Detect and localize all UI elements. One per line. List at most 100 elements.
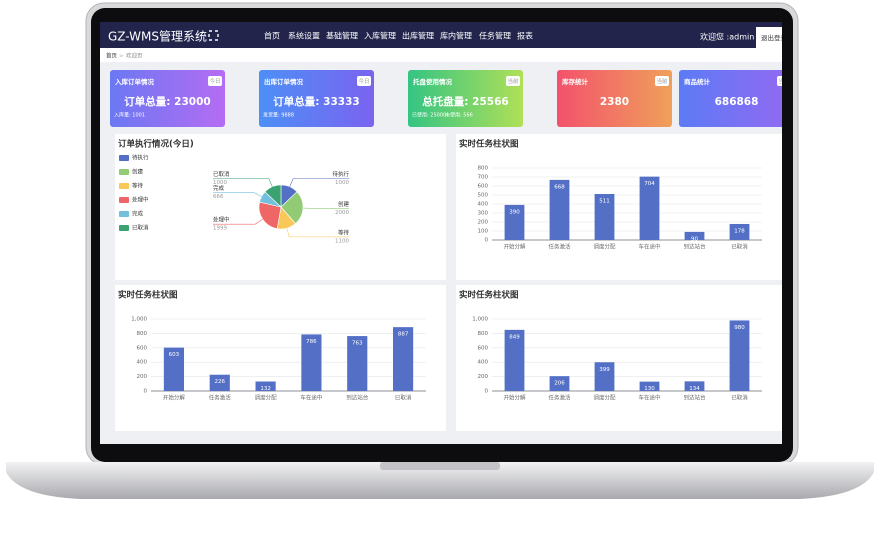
top-bar	[100, 22, 782, 48]
bar	[594, 362, 615, 391]
bar-value-label: 90	[691, 236, 698, 242]
label-line	[289, 178, 349, 187]
bar-value-label: 980	[734, 325, 745, 331]
y-tick-label: 100	[478, 229, 489, 235]
x-tick-label: 已取消	[731, 394, 748, 402]
nav-item[interactable]: 基础管理	[326, 31, 358, 41]
bar-value-label: 390	[509, 209, 520, 215]
nav-item[interactable]: 库内管理	[440, 31, 472, 41]
bar-value-label: 226	[215, 379, 226, 385]
label-line	[213, 178, 273, 187]
bar	[729, 223, 750, 240]
nav-item[interactable]: 入库管理	[364, 31, 396, 41]
laptop-base	[6, 462, 874, 499]
slice-label: 创建	[338, 200, 350, 208]
legend-swatch	[119, 155, 129, 161]
breadcrumb-home[interactable]: 首页	[106, 52, 118, 60]
label-line	[213, 192, 262, 197]
card-badge-label: 当前	[507, 77, 519, 85]
slice-label: 待执行	[332, 170, 349, 178]
bar-value-label: 130	[644, 386, 655, 392]
bar	[684, 381, 705, 391]
card-main: 订单总量: 23000	[124, 95, 210, 108]
card-title: 商品统计	[684, 77, 711, 86]
logout-label[interactable]: 退出登录	[761, 33, 788, 42]
slice-label: 等待	[338, 228, 350, 236]
slice-label: 已取消	[213, 170, 230, 178]
pie-slice	[264, 184, 282, 208]
y-tick-label: 200	[137, 374, 148, 380]
legend-swatch	[119, 225, 129, 231]
legend-label: 完成	[132, 210, 144, 218]
slice-label: 完成	[213, 184, 225, 192]
slice-value: 666	[213, 194, 224, 200]
bar	[549, 376, 570, 391]
user-greeting: 欢迎您 :admin	[700, 32, 754, 42]
bar-value-label: 206	[554, 381, 565, 387]
breadcrumb-bar	[100, 48, 782, 62]
nav-item[interactable]: 报表	[517, 31, 533, 41]
card-badge	[655, 76, 669, 86]
y-tick-label: 600	[478, 345, 489, 351]
x-tick-label: 调度分配	[593, 243, 616, 251]
y-tick-label: 600	[137, 345, 148, 351]
bar	[729, 320, 750, 391]
nav-item[interactable]: 系统设置	[288, 31, 320, 41]
stat-card	[259, 70, 374, 127]
label-line	[213, 218, 263, 225]
nav-item[interactable]: 出库管理	[402, 31, 434, 41]
y-tick-label: 600	[478, 184, 489, 190]
legend-swatch	[119, 211, 129, 217]
bar-value-label: 704	[644, 181, 655, 187]
bar	[684, 231, 705, 240]
bar	[594, 194, 615, 240]
bar-value-label: 668	[554, 184, 565, 190]
logout-button[interactable]	[756, 27, 796, 48]
x-tick-label: 已取消	[395, 394, 412, 402]
bar-value-label: 849	[509, 334, 520, 340]
bar	[393, 327, 414, 391]
bar	[347, 336, 368, 391]
y-tick-label: 1,000	[472, 317, 488, 323]
nav-item[interactable]: 首页	[264, 31, 280, 41]
bar-value-label: 786	[306, 339, 317, 345]
x-tick-label: 车在途中	[300, 394, 322, 402]
x-tick-label: 开始分解	[163, 394, 186, 402]
legend-swatch	[119, 183, 129, 189]
y-tick-label: 800	[478, 331, 489, 337]
bar	[639, 381, 660, 391]
bar	[163, 347, 184, 391]
slice-label: 处理中	[213, 216, 230, 224]
stat-card	[408, 70, 523, 127]
breadcrumb-current: 欢迎页	[126, 52, 143, 60]
legend-label: 待执行	[132, 154, 149, 162]
card-badge	[208, 76, 222, 86]
slice-value: 1999	[213, 226, 227, 232]
card-title: 库存统计	[562, 77, 589, 86]
card-sub: 已使用: 25000	[412, 112, 446, 119]
slice-value: 1000	[335, 180, 349, 186]
bar	[209, 374, 230, 391]
x-tick-label: 到达站台	[346, 394, 369, 402]
y-tick-label: 400	[478, 360, 489, 366]
screen: GZ-WMS管理系统 欢迎您 :admin 退出登录 首页 > 欢迎页 首页 系统…	[100, 22, 796, 444]
x-tick-label: 调度分配	[593, 394, 616, 402]
bar	[549, 179, 570, 240]
legend-label: 创建	[132, 168, 144, 176]
card-title: 出库订单情况	[264, 77, 304, 86]
legend-label: 处理中	[132, 196, 149, 204]
y-tick-label: 200	[478, 374, 489, 380]
x-tick-label: 任务激活	[548, 243, 571, 251]
card-sub: 入库量: 1001	[114, 112, 145, 119]
fullscreen-icon[interactable]	[208, 30, 219, 41]
y-tick-label: 400	[137, 360, 148, 366]
y-tick-label: 400	[478, 202, 489, 208]
stat-card	[557, 70, 672, 127]
bar-value-label: 178	[734, 228, 745, 234]
legend-label: 等待	[132, 182, 144, 190]
nav-item[interactable]: 任务管理	[479, 31, 511, 41]
chart-title: 实时任务柱状图	[459, 139, 519, 150]
card-badge	[777, 76, 782, 86]
legend-swatch	[119, 197, 129, 203]
